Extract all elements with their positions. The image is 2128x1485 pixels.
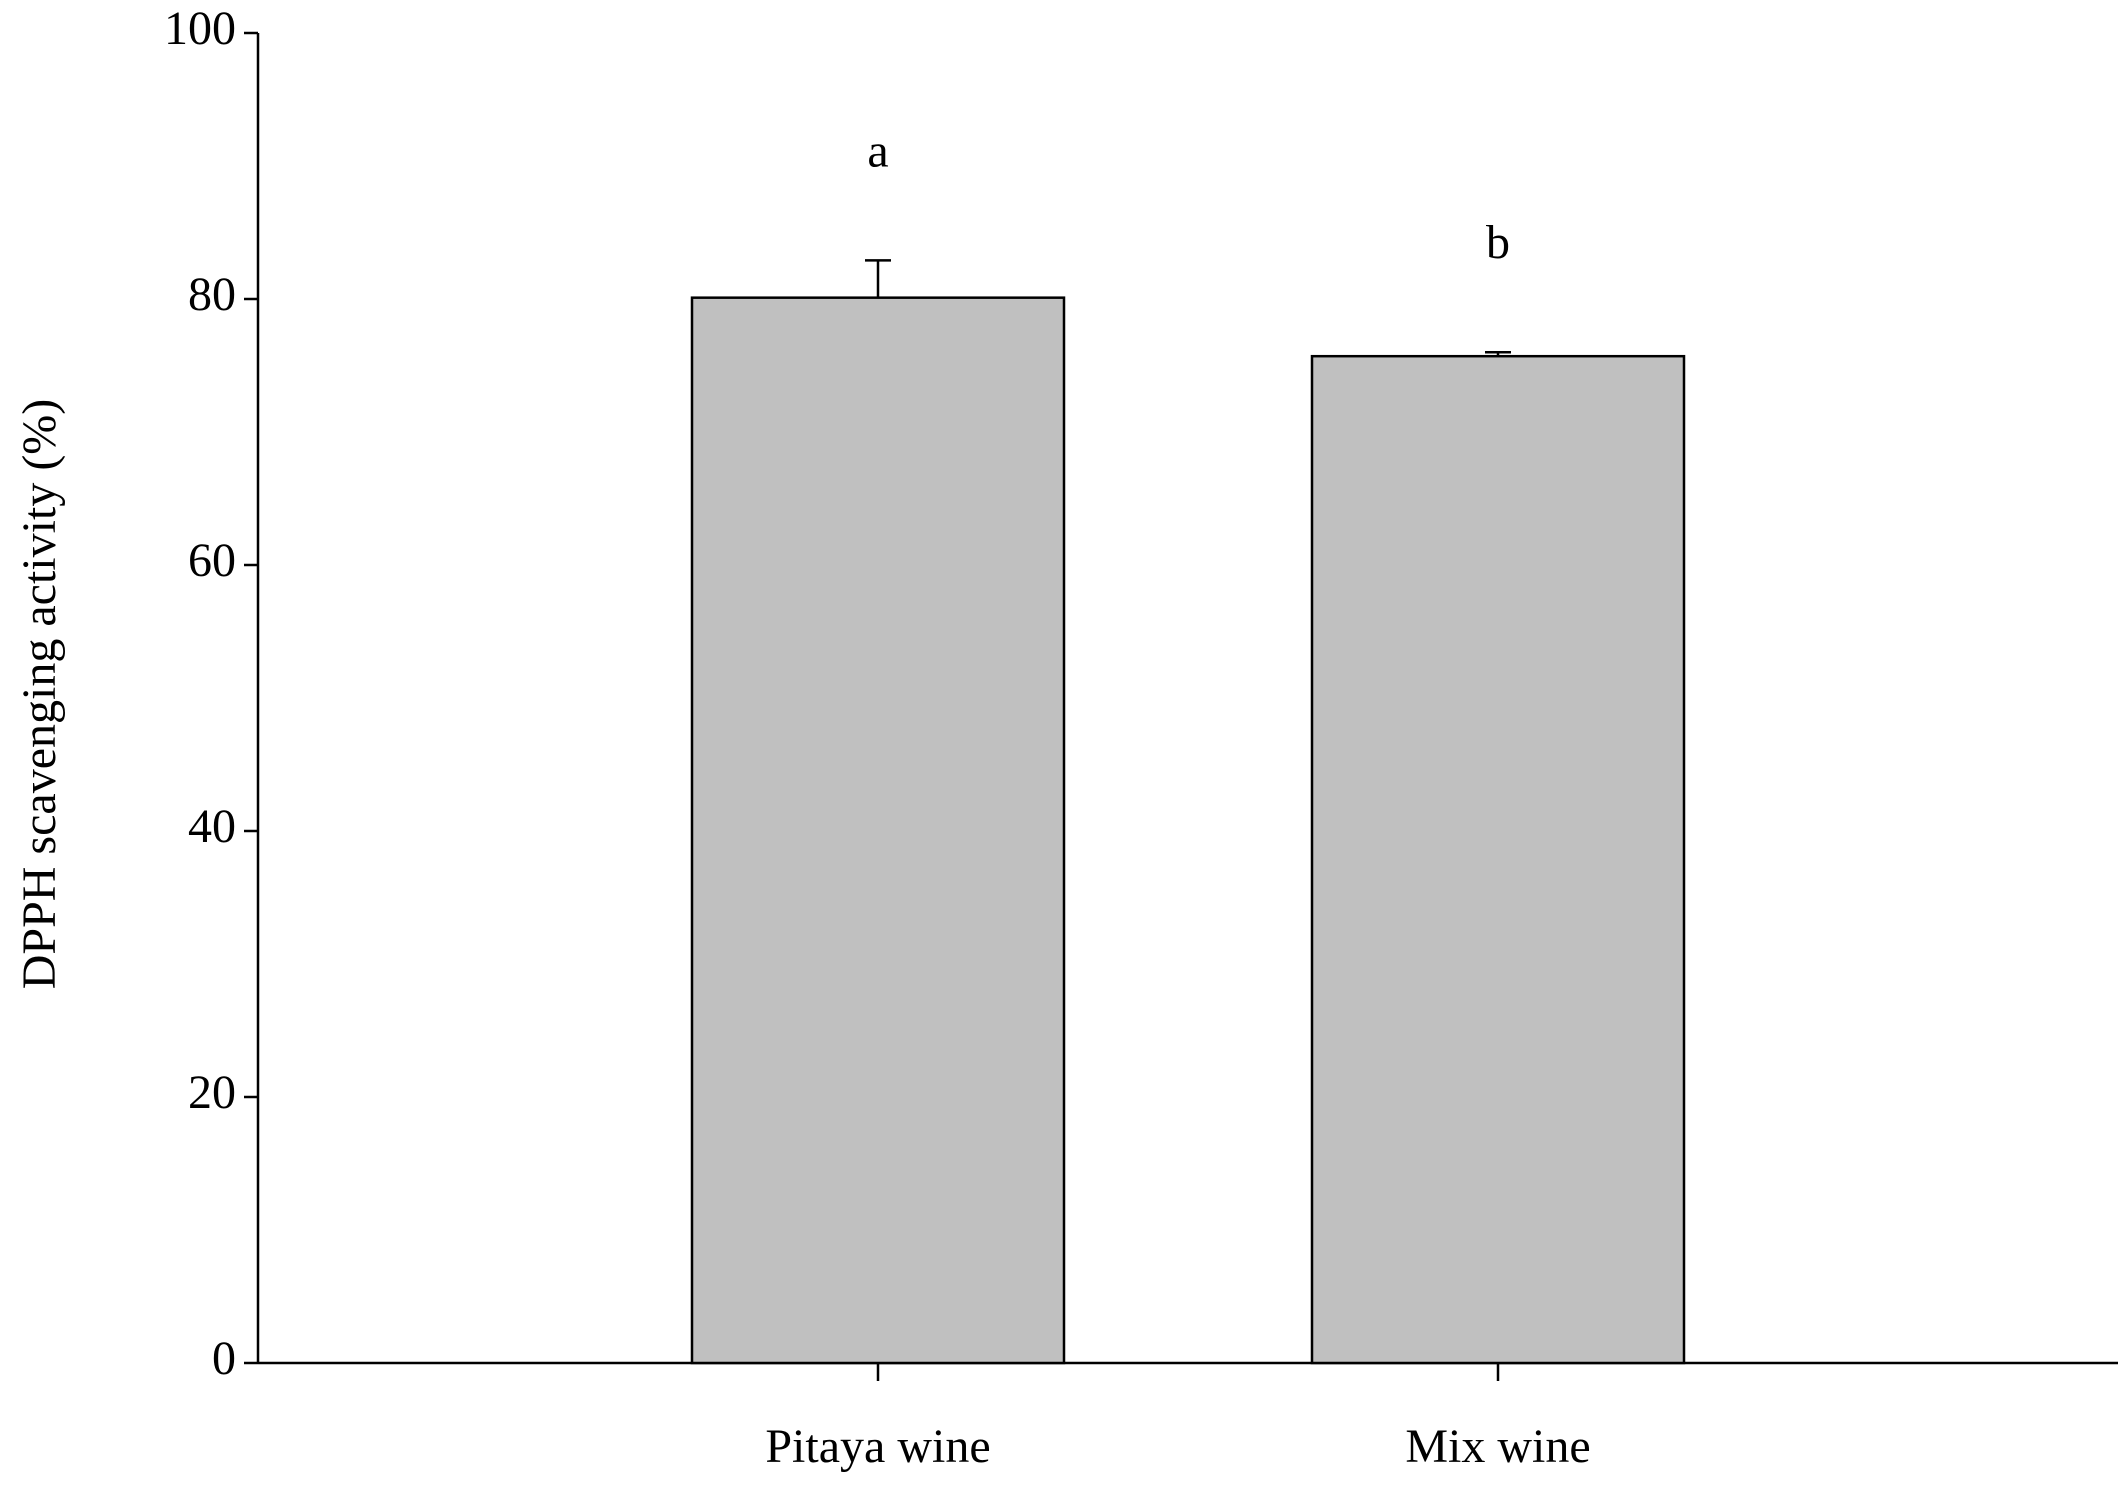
x-tick-label: Pitaya wine <box>765 1420 990 1473</box>
y-tick-label: 60 <box>188 534 236 587</box>
significance-letter: b <box>1486 216 1510 269</box>
y-tick-label: 80 <box>188 268 236 321</box>
y-tick-label: 40 <box>188 800 236 853</box>
y-tick-label: 100 <box>164 2 236 55</box>
y-tick-label: 0 <box>212 1332 236 1385</box>
x-tick-label: Mix wine <box>1405 1420 1590 1473</box>
bar <box>1310 354 1686 1365</box>
y-tick-label: 20 <box>188 1066 236 1119</box>
bar <box>690 296 1066 1365</box>
significance-letter: a <box>867 124 888 177</box>
y-axis-title: DPPH scavenging activity (%) <box>13 399 66 990</box>
